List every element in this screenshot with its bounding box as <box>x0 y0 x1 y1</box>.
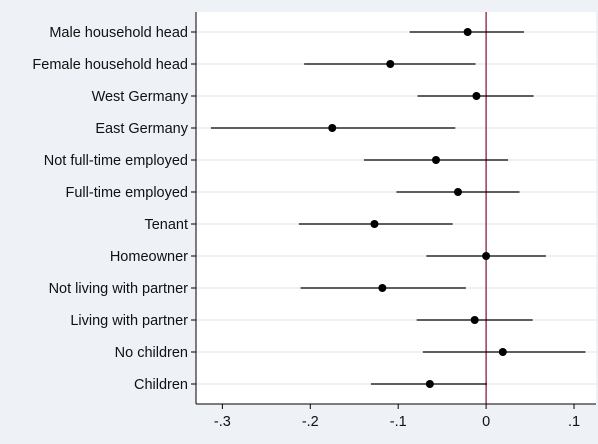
x-tick-label: -.2 <box>302 414 319 430</box>
x-tick-label: 0 <box>482 414 490 430</box>
x-tick-label: -.1 <box>390 414 407 430</box>
category-label: Children <box>134 377 188 393</box>
point-estimate-marker <box>453 188 462 196</box>
category-label: Full-time employed <box>66 185 189 201</box>
point-estimate-marker <box>482 252 491 260</box>
x-tick-label: -.3 <box>214 414 231 430</box>
category-label: Homeowner <box>110 249 188 265</box>
axes <box>191 12 596 405</box>
point-estimate-marker <box>378 284 387 292</box>
point-estimate-marker <box>328 124 337 132</box>
category-label: West Germany <box>92 89 189 105</box>
point-estimate-marker <box>386 60 395 68</box>
category-label: Living with partner <box>70 313 188 329</box>
category-label: Not full-time employed <box>44 153 188 169</box>
point-estimate-marker <box>463 28 472 36</box>
point-estimate-marker <box>472 92 481 100</box>
point-estimate-marker <box>432 156 440 164</box>
category-labels: Male household head Female household head… <box>32 25 188 393</box>
category-label: Female household head <box>32 57 188 73</box>
x-axis-ticks: -.3 -.2 -.1 0 .1 <box>214 404 580 430</box>
x-tick-label: .1 <box>568 414 580 430</box>
point-estimate-marker <box>470 316 479 324</box>
point-estimates <box>328 28 507 388</box>
point-estimate-marker <box>370 220 379 228</box>
plot-area <box>196 12 596 404</box>
category-label: Not living with partner <box>49 281 189 297</box>
point-estimate-marker <box>425 380 434 388</box>
category-label: Male household head <box>49 25 188 41</box>
category-label: No children <box>115 345 188 361</box>
category-label: Tenant <box>144 217 188 233</box>
point-estimate-marker <box>498 348 507 356</box>
category-label: East Germany <box>95 121 188 137</box>
